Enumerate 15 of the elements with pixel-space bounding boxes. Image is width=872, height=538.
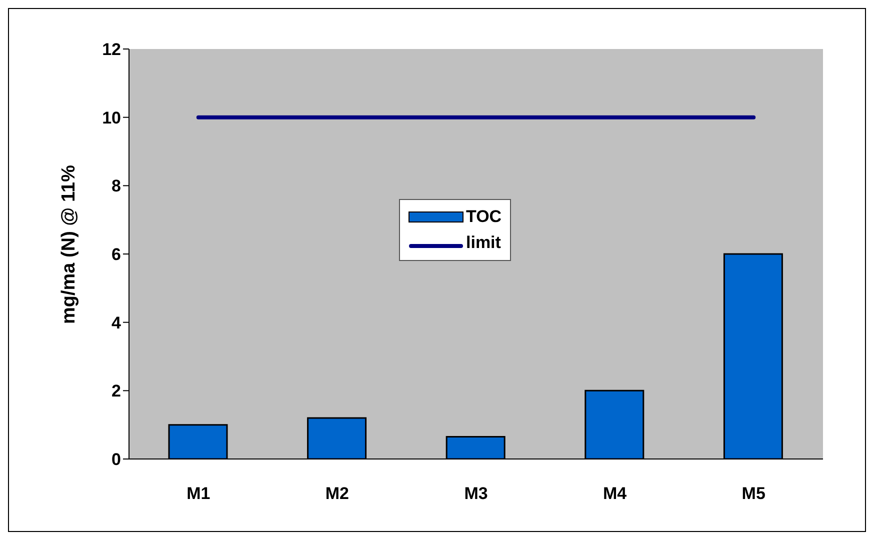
y-axis-title: mg/ma (N) @ 11% [58,164,80,324]
x-tick-label: M2 [325,484,350,504]
legend-label: TOC [466,207,502,227]
y-tick-label: 6 [112,245,121,264]
y-tick-label: 2 [112,382,121,401]
y-tick-label: 10 [102,108,121,128]
x-tick-label: M1 [186,484,210,504]
y-tick-label: 8 [112,176,121,196]
x-tick-label: M4 [602,484,628,504]
y-tick-label: 12 [102,40,121,60]
x-tick-label: M5 [742,484,766,504]
y-tick-label: 0 [112,450,121,470]
legend-label: limit [466,233,501,253]
x-tick-label: M3 [464,484,488,504]
y-tick-label: 4 [112,313,122,332]
